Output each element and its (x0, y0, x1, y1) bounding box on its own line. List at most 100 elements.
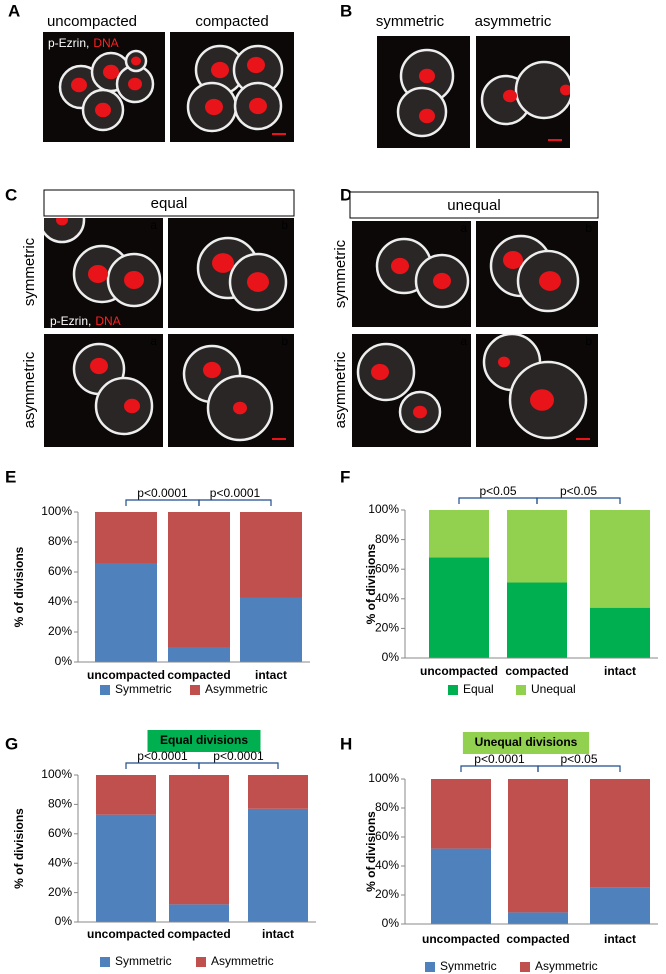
header-box (349, 191, 599, 219)
significance-bracket (536, 497, 621, 504)
x-tick-label: intact (262, 927, 294, 941)
p-value: p<0.0001 (210, 486, 261, 500)
micrograph (44, 218, 163, 328)
y-tick-label: 40% (48, 855, 72, 869)
micrograph (476, 221, 598, 327)
chart: G Equal divisions % of divisions 0% 20% 40% 60… (5, 730, 316, 968)
legend-swatch (516, 685, 526, 695)
nucleus (103, 64, 119, 80)
nucleus (203, 361, 221, 379)
row-label: symmetric (332, 239, 349, 308)
legend-swatch (100, 957, 110, 967)
nucleus (212, 253, 234, 273)
bar-segment (429, 510, 489, 558)
y-tick-label: 0% (382, 916, 400, 930)
panel-label: G (5, 734, 18, 753)
legend-swatch (190, 685, 200, 695)
cells (44, 218, 162, 308)
significance-bracket (458, 497, 538, 504)
stain-dna: DNA (95, 314, 120, 328)
x-tick-label: uncompacted (422, 932, 500, 946)
nucleus (539, 271, 561, 291)
y-tick-label: 80% (48, 797, 72, 811)
p-value: p<0.0001 (137, 749, 188, 763)
micrograph (170, 32, 294, 142)
p-value: p<0.05 (560, 484, 597, 498)
cell (44, 218, 86, 244)
nucleus (419, 68, 435, 84)
header: unequal (447, 197, 500, 214)
bar-segment (590, 887, 650, 924)
bar-segment (431, 848, 491, 924)
cells (58, 49, 155, 132)
micrograph (44, 334, 163, 447)
header: equal (151, 195, 188, 212)
nucleus (90, 357, 108, 375)
micrograph (43, 32, 165, 142)
y-tick-label: 100% (41, 504, 72, 518)
bar-segment (168, 647, 230, 662)
y-tick-label: 100% (41, 767, 72, 781)
bar-segment (240, 597, 302, 662)
legend-label: Equal (463, 682, 494, 696)
bar-segment (240, 512, 302, 598)
x-tick-label: intact (255, 668, 287, 682)
nucleus (95, 102, 111, 118)
p-value: p<0.05 (560, 752, 597, 766)
cells (482, 334, 588, 440)
charts: E % of divisions 0% 20% 40% 60% 80% 100% uncompa… (5, 467, 658, 973)
sub-label: a (460, 334, 467, 348)
x-tick-label: intact (604, 664, 636, 678)
nucleus (249, 97, 267, 115)
nucleus (128, 77, 142, 91)
nucleus (131, 56, 141, 66)
significance-bracket (125, 499, 200, 506)
y-tick-label: 100% (368, 771, 399, 785)
sub-label: b (281, 218, 288, 232)
column-label: asymmetric (475, 13, 552, 30)
legend-label: Asymmetric (205, 682, 268, 696)
y-tick-label: 40% (48, 594, 72, 608)
stain: p-Ezrin, (48, 36, 89, 50)
legend-swatch (100, 685, 110, 695)
column-label: uncompacted (47, 13, 137, 30)
significance-bracket (537, 765, 621, 772)
row-label: asymmetric (21, 351, 38, 428)
stain-label: p-Ezrin, DNA (48, 36, 119, 50)
chart: F % of divisions 0% 20% 40% 60% 80% 100% uncompa… (340, 467, 658, 696)
chart-title: Equal divisions (160, 733, 248, 747)
bar-segment (508, 912, 568, 924)
bar-segment (590, 607, 650, 658)
legend-swatch (196, 957, 206, 967)
p-value: p<0.0001 (137, 486, 188, 500)
column-label: compacted (195, 13, 268, 30)
legend-label: Unequal (531, 682, 576, 696)
y-tick-label: 20% (48, 624, 72, 638)
y-tick-label: 60% (375, 561, 399, 575)
chart: E % of divisions 0% 20% 40% 60% 80% 100% uncompa… (5, 467, 310, 696)
nucleus (371, 363, 389, 381)
legend-label: Asymmetric (535, 959, 598, 973)
nucleus (530, 389, 554, 411)
nucleus (419, 108, 435, 124)
bar-segment (508, 779, 568, 913)
nucleus (433, 272, 451, 290)
y-axis-label: % of divisions (364, 811, 378, 892)
nucleus (205, 98, 223, 116)
micrograph (352, 334, 471, 447)
cells (72, 342, 154, 436)
x-tick-label: uncompacted (87, 927, 165, 941)
panel-label: E (5, 467, 16, 486)
significance-bracket (198, 499, 272, 506)
nucleus (124, 398, 140, 414)
y-tick-label: 80% (48, 534, 72, 548)
x-tick-label: compacted (505, 664, 568, 678)
bar-segment (169, 775, 229, 905)
panel-label: B (340, 1, 352, 20)
bar-segment (507, 510, 567, 583)
panel-label: H (340, 734, 352, 753)
bar-segment (96, 775, 156, 815)
y-tick-label: 40% (375, 591, 399, 605)
legend-label: Symmetric (440, 959, 497, 973)
